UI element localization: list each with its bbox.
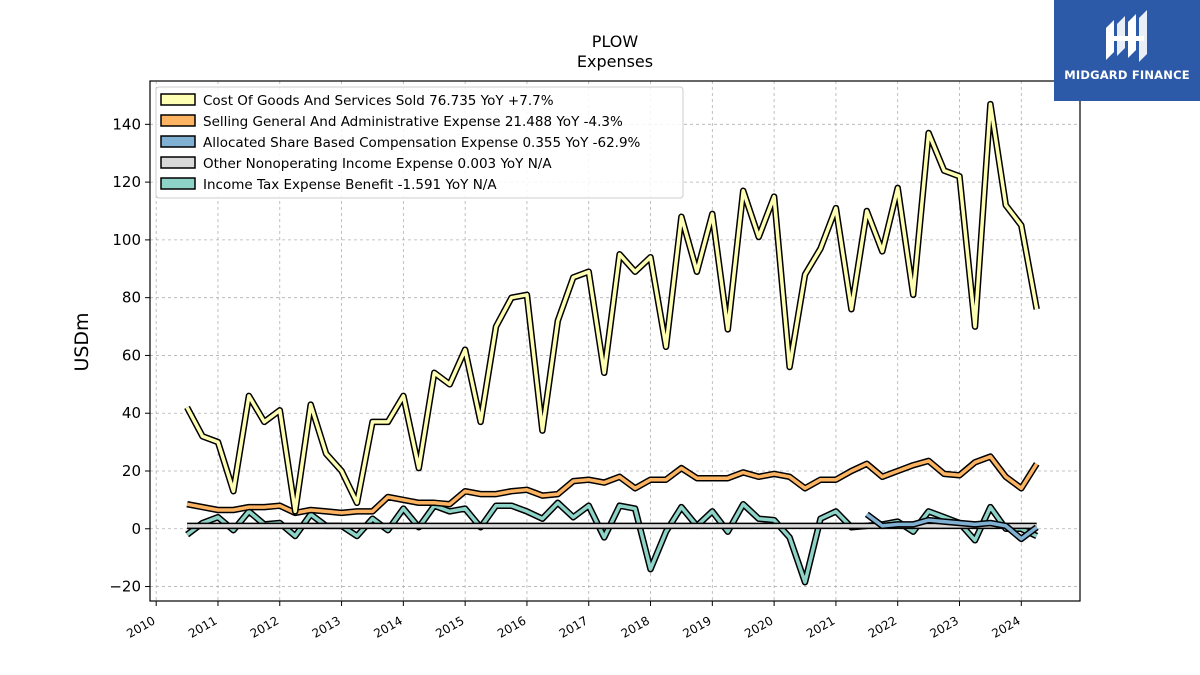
legend-swatch (160, 135, 196, 148)
x-tick-label: 2011 (186, 613, 219, 640)
series-lines (184, 100, 1040, 586)
series-line-cost-of-goods-and-services-sold (185, 102, 1039, 514)
midgard-finance-logo: MIDGARD FINANCE (1054, 0, 1200, 101)
x-tick-label: 2018 (619, 613, 652, 640)
legend-swatch (160, 114, 196, 127)
legend-entry: Cost Of Goods And Services Sold 76.735 Y… (203, 93, 554, 109)
legend-entry: Selling General And Administrative Expen… (203, 114, 623, 130)
series-line-selling-general-and-administrative-expense (186, 454, 1039, 515)
chart-subtitle: Expenses (577, 52, 653, 71)
y-tick-label: 80 (122, 289, 141, 307)
logo-text: MIDGARD FINANCE (1064, 68, 1190, 82)
y-axis-ticks: −20 0 20 40 60 80 100 120 140 (109, 115, 150, 596)
x-tick-label: 2013 (310, 613, 343, 640)
x-tick-label: 2021 (804, 613, 837, 640)
series-outline-income-tax-expense-benefit (185, 499, 1039, 586)
x-tick-label: 2017 (557, 613, 590, 640)
y-tick-label: −20 (109, 578, 141, 596)
x-tick-label: 2015 (433, 613, 466, 640)
legend-swatch (160, 177, 196, 190)
x-tick-label: 2020 (742, 613, 775, 640)
legend-swatch (160, 156, 196, 169)
x-axis-ticks: 2010 2011 2012 2013 2014 2015 2016 2017 2018 2019… (124, 601, 1023, 641)
x-tick-label: 2024 (989, 613, 1022, 640)
plot-frame (149, 80, 1081, 602)
x-tick-label: 2016 (495, 613, 528, 640)
y-tick-label: 120 (112, 173, 141, 191)
y-tick-label: 20 (122, 462, 141, 480)
y-tick-label: 40 (122, 404, 141, 422)
x-tick-label: 2023 (928, 613, 961, 640)
legend-box (155, 86, 684, 199)
legend: Cost Of Goods And Services Sold 76.735 Y… (155, 86, 684, 199)
series-line-allocated-share-based-compensation-expense (865, 512, 1038, 541)
legend-swatch (160, 93, 196, 106)
legend-entry: Allocated Share Based Compensation Expen… (203, 135, 641, 151)
y-tick-label: 60 (122, 346, 141, 364)
y-tick-label: 100 (112, 231, 141, 249)
x-tick-label: 2010 (124, 613, 157, 640)
x-tick-label: 2012 (248, 613, 281, 640)
chart-title: PLOW (592, 32, 639, 51)
legend-entry: Other Nonoperating Income Expense 0.003 … (203, 156, 552, 172)
y-tick-label: 0 (131, 520, 141, 538)
y-axis-label: USDm (71, 312, 93, 371)
x-tick-label: 2014 (371, 613, 404, 640)
x-tick-label: 2019 (680, 613, 713, 640)
x-tick-label: 2022 (866, 613, 899, 640)
midgard-logo-icon (1106, 10, 1147, 62)
y-tick-label: 140 (112, 115, 141, 133)
legend-entry: Income Tax Expense Benefit -1.591 YoY N/… (203, 177, 497, 193)
